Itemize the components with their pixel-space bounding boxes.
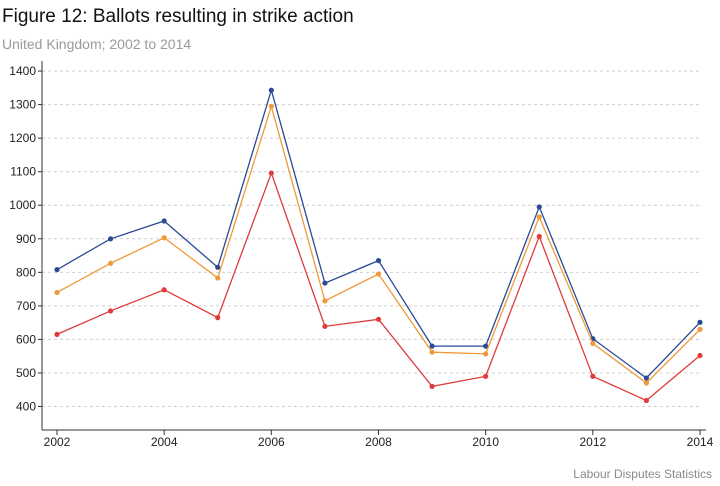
x-tick-label-2006: 2006	[258, 435, 285, 449]
data-point-s3-2004	[161, 287, 167, 293]
x-tick-label-2008: 2008	[365, 435, 392, 449]
data-point-s2-2009	[429, 349, 435, 355]
data-point-s1-2006	[268, 87, 274, 93]
y-tick-label-800: 800	[16, 265, 36, 279]
y-tick-label-900: 900	[16, 232, 36, 246]
data-point-s3-2011	[536, 233, 542, 240]
chart-subtitle: United Kingdom; 2002 to 2014	[2, 36, 192, 52]
data-point-s1-2002	[54, 267, 60, 273]
x-tick-label-2002: 2002	[44, 435, 71, 449]
axes: 400 500 600 700 800 900 1000 1100 1200 1300 1400 20…	[9, 61, 714, 449]
x-tick-label-2004: 2004	[151, 435, 178, 449]
data-point-s2-2007	[322, 298, 328, 304]
data-point-s3-2007	[322, 323, 328, 329]
data-point-s3-2003	[107, 308, 114, 314]
data-point-s3-2013	[643, 397, 650, 404]
x-tick-label-2012: 2012	[579, 435, 606, 449]
data-point-s2-2012	[590, 340, 596, 347]
data-point-s1-2003	[107, 236, 114, 242]
data-point-s3-2014	[697, 352, 703, 359]
series-line-1	[56, 87, 701, 379]
y-tick-label-1200: 1200	[9, 131, 36, 145]
data-point-s2-2010	[483, 351, 489, 357]
y-tick-label-1100: 1100	[10, 165, 36, 179]
data-point-s3-2012	[590, 373, 596, 379]
y-tick-label-1000: 1000	[9, 198, 36, 212]
data-point-s2-2004	[161, 235, 167, 241]
data-point-s2-2013	[643, 380, 650, 386]
chart-title: Figure 12: Ballots resulting in strike a…	[2, 6, 354, 27]
data-point-s2-2006	[268, 103, 274, 109]
x-tick-label-2010: 2010	[472, 435, 499, 449]
data-point-s1-2009	[429, 343, 435, 349]
data-point-s2-2014	[697, 326, 703, 332]
series-group	[54, 87, 703, 404]
data-point-s1-2007	[322, 280, 328, 286]
series-line-2	[56, 103, 701, 384]
grid-lines	[42, 70, 700, 408]
y-tick-label-1400: 1400	[9, 64, 36, 78]
y-tick-label-1300: 1300	[9, 98, 36, 112]
data-point-s2-2011	[536, 214, 542, 220]
data-point-s3-2006	[268, 170, 274, 176]
data-point-s3-2002	[54, 331, 60, 337]
y-tick-label-600: 600	[16, 332, 36, 346]
data-point-s1-2008	[375, 257, 382, 264]
data-point-s3-2005	[215, 315, 221, 321]
y-tick-label-700: 700	[16, 299, 36, 313]
x-tick-label-2014: 2014	[687, 435, 714, 449]
data-point-s3-2010	[483, 373, 489, 379]
y-tick-label-400: 400	[16, 400, 36, 414]
data-point-s1-2013	[643, 375, 650, 381]
data-point-s2-2002	[54, 289, 60, 296]
data-point-s3-2008	[375, 316, 382, 322]
data-point-s1-2010	[483, 343, 489, 349]
data-point-s2-2005	[215, 275, 221, 281]
data-point-s1-2004	[161, 218, 167, 224]
y-tick-label-500: 500	[16, 366, 36, 380]
data-point-s1-2005	[215, 264, 221, 270]
data-point-s2-2003	[107, 260, 114, 266]
series-line-3	[56, 171, 701, 402]
data-point-s3-2009	[429, 383, 435, 389]
data-point-s1-2014	[697, 319, 703, 325]
data-point-s2-2008	[375, 271, 382, 277]
source-note: Labour Disputes Statistics	[573, 467, 712, 481]
data-point-s1-2011	[536, 204, 542, 210]
